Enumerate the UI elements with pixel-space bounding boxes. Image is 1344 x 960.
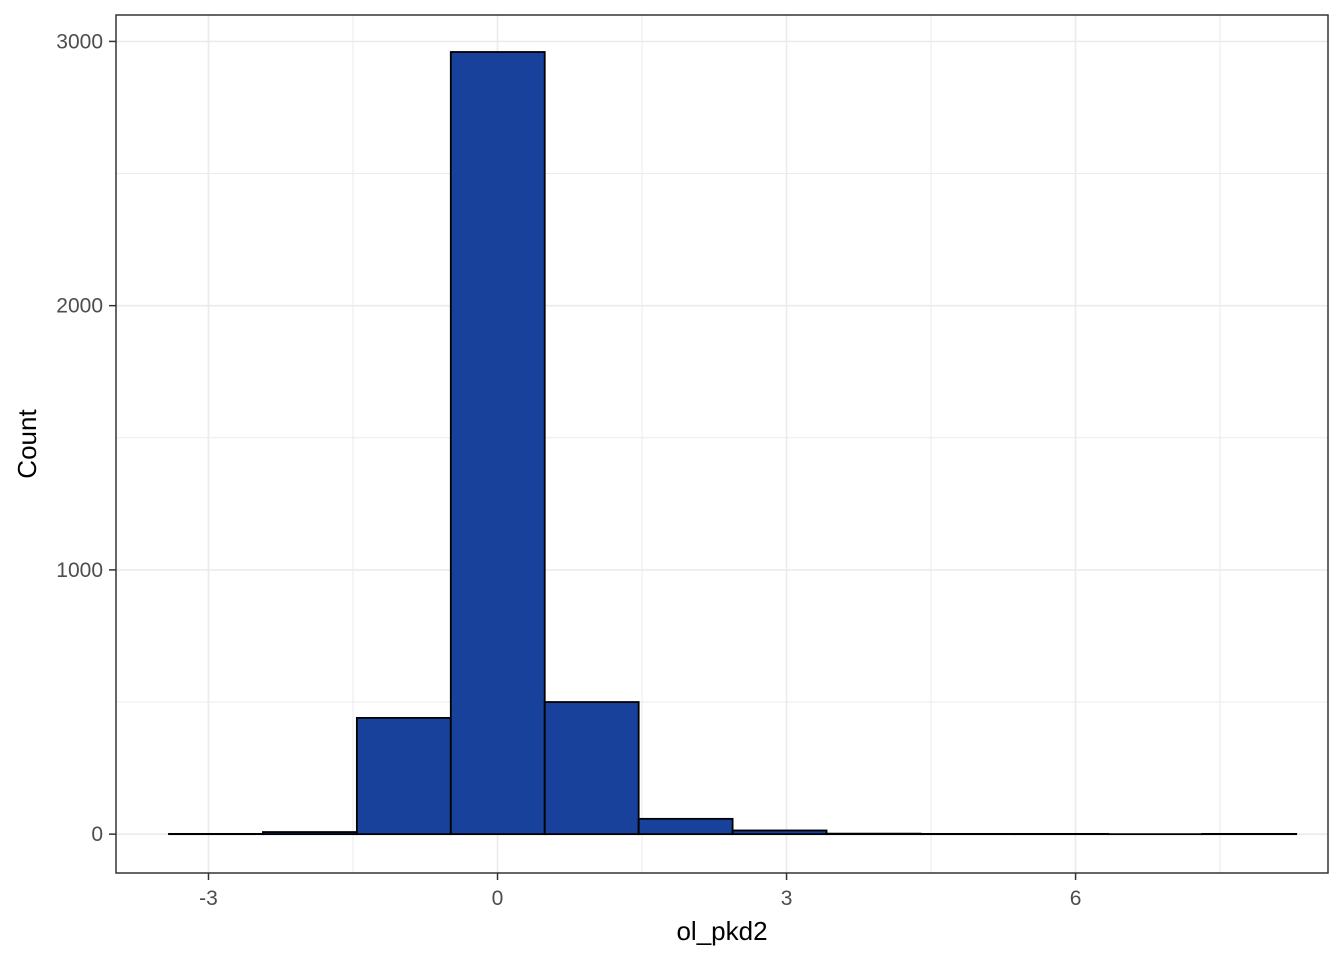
axes: -3 0 3 6 0 1000 2000 3000 <box>56 30 1081 910</box>
histogram-bars <box>168 51 1298 836</box>
x-tick-label: -3 <box>199 887 218 910</box>
y-axis-title: Count <box>12 409 42 479</box>
histogram-bar <box>262 831 358 836</box>
histogram-bar <box>543 701 640 836</box>
histogram-bar <box>731 829 828 836</box>
histogram-bar <box>637 817 734 836</box>
x-axis-title: ol_pkd2 <box>676 916 767 946</box>
y-tick-label: 0 <box>91 823 103 846</box>
x-tick-label: 3 <box>781 887 793 910</box>
y-tick-label: 2000 <box>56 295 103 318</box>
histogram-bar <box>825 832 922 836</box>
y-tick-label: 1000 <box>56 559 103 582</box>
x-tick-label: 6 <box>1070 887 1082 910</box>
histogram-bar <box>355 716 452 836</box>
x-tick-label: 0 <box>492 887 504 910</box>
grid-lines <box>116 15 1328 873</box>
y-tick-label: 3000 <box>56 30 103 53</box>
panel-border <box>115 14 1329 874</box>
histogram-bar <box>449 51 546 836</box>
